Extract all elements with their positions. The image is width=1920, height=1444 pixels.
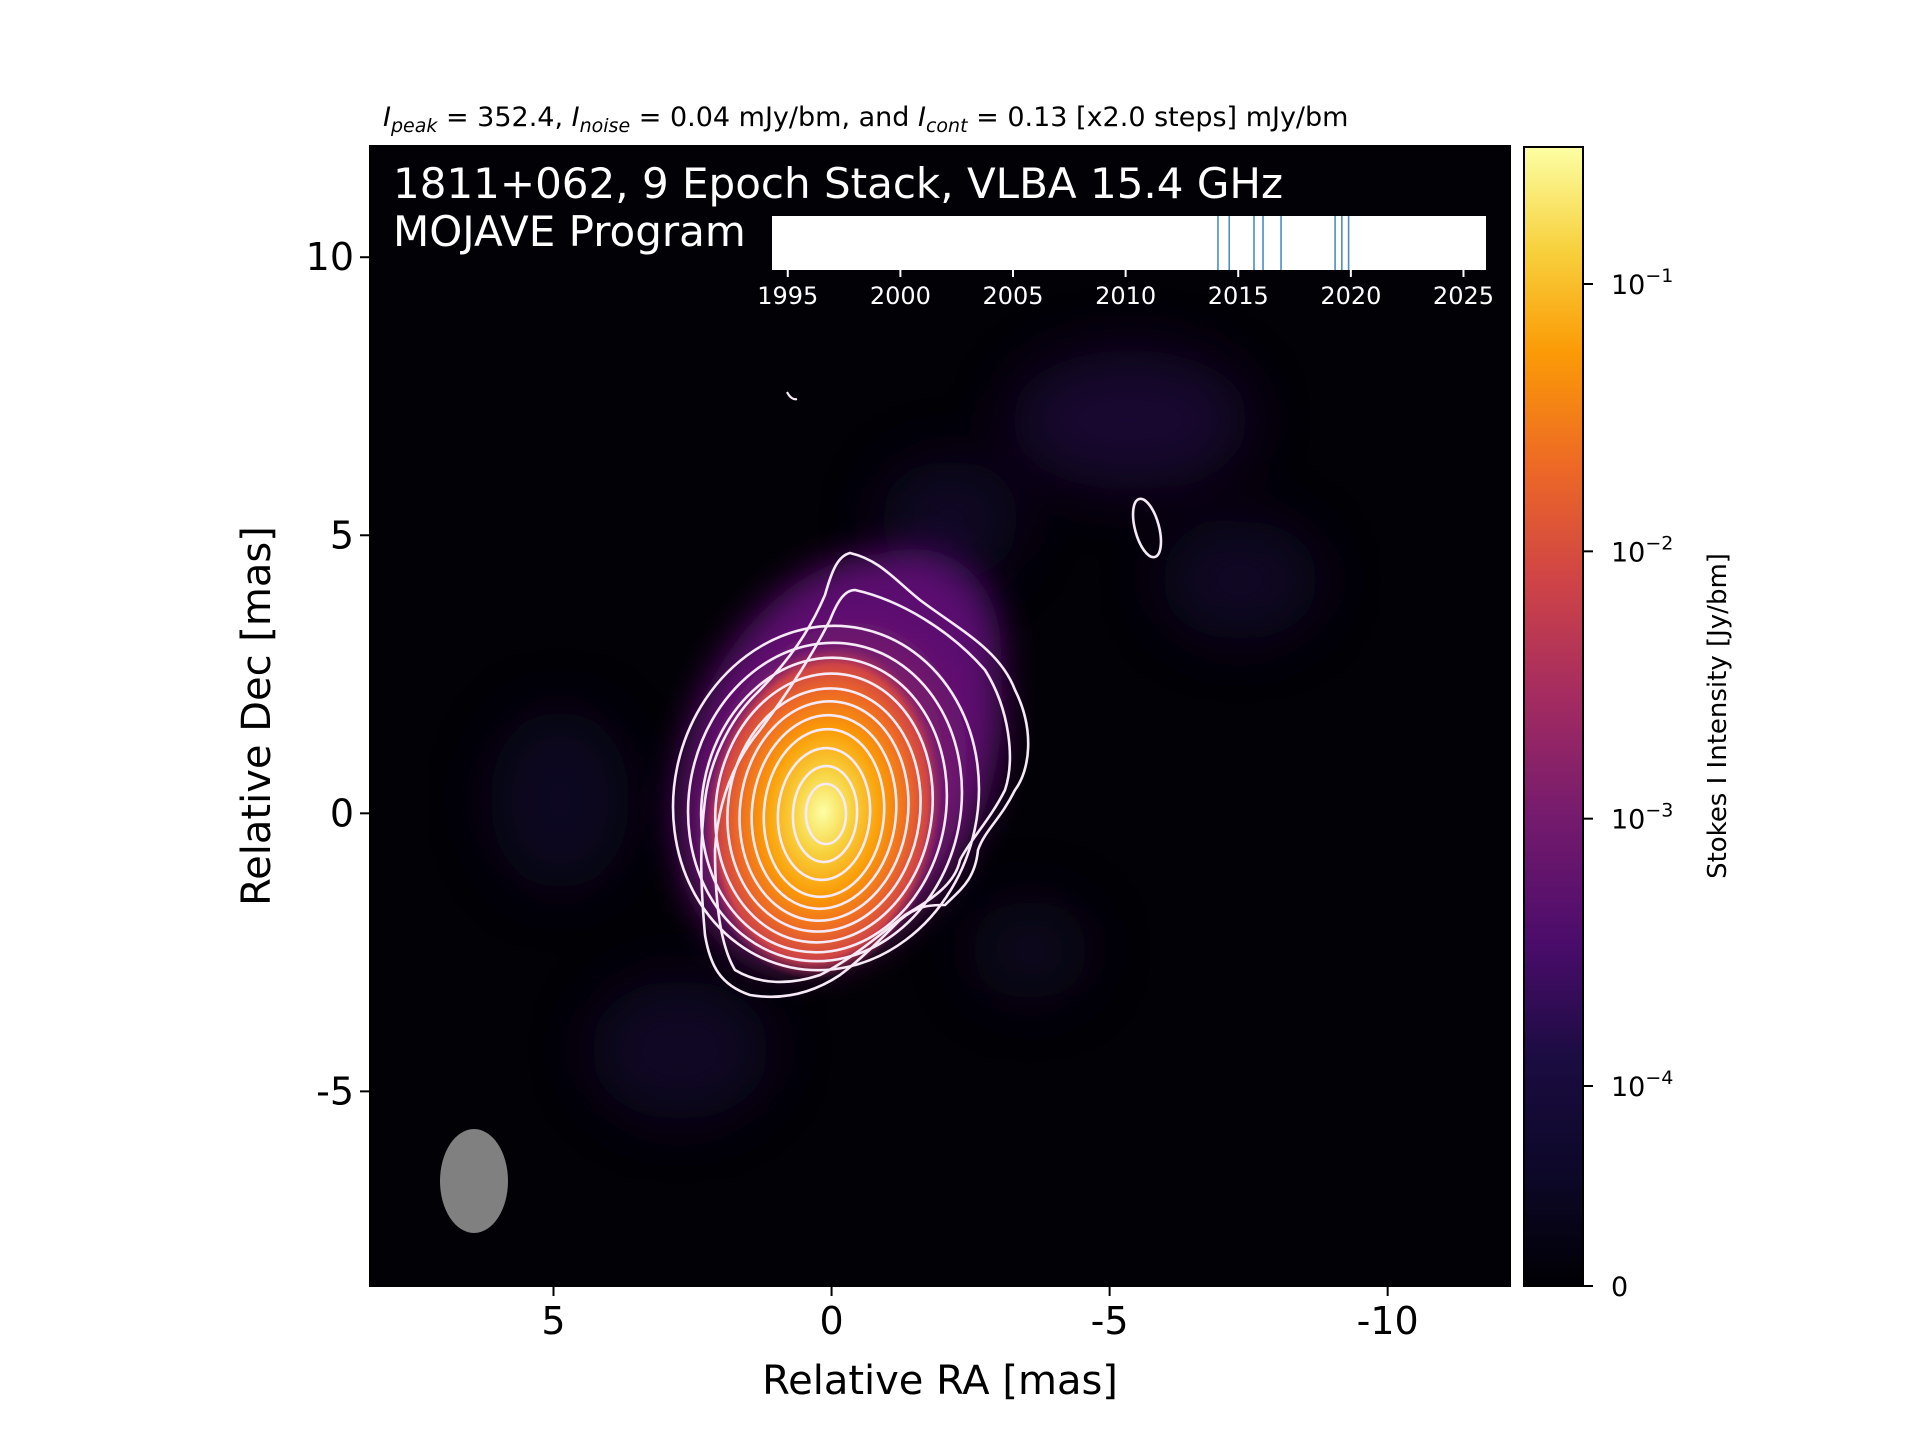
x-axis-ticks: 5 0 -5 -10 <box>541 1286 1419 1343</box>
y-tick-label: 0 <box>330 791 354 835</box>
plot-frame <box>369 145 1511 1287</box>
epoch-timeline: 1995 2000 2005 2010 2015 2020 2025 <box>757 216 1494 310</box>
colorbar: 10−1 10−2 10−3 10−4 0 Stokes I Intensity [Jy… <box>1523 146 1733 1303</box>
map-title-line1: 1811+062, 9 Epoch Stack, VLBA 15.4 GHz <box>393 159 1283 208</box>
contour-6 <box>713 672 935 944</box>
epoch-lines <box>1217 216 1350 270</box>
y-tick-label: 10 <box>306 235 354 279</box>
colorbar-tick-label: 0 <box>1611 1272 1628 1303</box>
timeline-tick-label: 2020 <box>1320 282 1381 310</box>
map-title-line2: MOJAVE Program <box>393 207 746 256</box>
x-tick-label: -5 <box>1091 1299 1129 1343</box>
intensity-map: 1811+062, 9 Epoch Stack, VLBA 15.4 GHz M… <box>370 146 1510 1286</box>
contour-2 <box>713 588 1012 984</box>
contour-knot <box>1131 497 1163 559</box>
contour-3 <box>671 624 981 972</box>
timeline-tick-label: 2005 <box>982 282 1043 310</box>
x-tick-label: -10 <box>1357 1299 1419 1343</box>
beam-ellipse <box>440 1129 508 1233</box>
timeline-tick-label: 2015 <box>1208 282 1269 310</box>
contour-4 <box>686 641 964 963</box>
epoch-timeline-box <box>772 216 1486 270</box>
y-tick-label: 5 <box>330 513 354 557</box>
timeline-tick-label: 1995 <box>757 282 818 310</box>
colorbar-gradient <box>1523 146 1584 1287</box>
contour-5 <box>699 656 949 954</box>
image-stats-line: Ipeak = 352.4, Inoise = 0.04 mJy/bm, and… <box>383 102 1348 137</box>
contour-speck <box>786 391 798 401</box>
colorbar-tick-label: 10−2 <box>1611 532 1673 568</box>
x-tick-label: 0 <box>819 1299 843 1343</box>
y-axis-ticks: 10 5 0 -5 <box>306 235 370 1113</box>
contour-11 <box>776 746 872 882</box>
timeline-tick-label: 2010 <box>1095 282 1156 310</box>
colorbar-tick-label: 10−1 <box>1611 265 1673 301</box>
colorbar-tick-label: 10−3 <box>1611 800 1673 836</box>
y-axis-label: Relative Dec [mas] <box>234 526 280 906</box>
contour-outer <box>699 551 1030 999</box>
contour-10 <box>762 727 886 899</box>
colorbar-ticks: 10−1 10−2 10−3 10−4 0 <box>1583 265 1673 1303</box>
contours <box>671 391 1163 999</box>
contour-13 <box>804 782 848 846</box>
timeline-ticks: 1995 2000 2005 2010 2015 2020 2025 <box>757 270 1494 310</box>
contour-12 <box>791 764 859 864</box>
colorbar-label: Stokes I Intensity [Jy/bm] <box>1703 553 1733 879</box>
x-axis-label: Relative RA [mas] <box>762 1358 1118 1404</box>
contour-7 <box>726 687 922 933</box>
contour-8 <box>738 700 910 922</box>
colorbar-tick-label: 10−4 <box>1611 1067 1673 1103</box>
timeline-tick-label: 2000 <box>870 282 931 310</box>
x-tick-label: 5 <box>541 1299 565 1343</box>
contour-9 <box>750 713 898 911</box>
y-tick-label: -5 <box>316 1069 354 1113</box>
timeline-tick-label: 2025 <box>1433 282 1494 310</box>
